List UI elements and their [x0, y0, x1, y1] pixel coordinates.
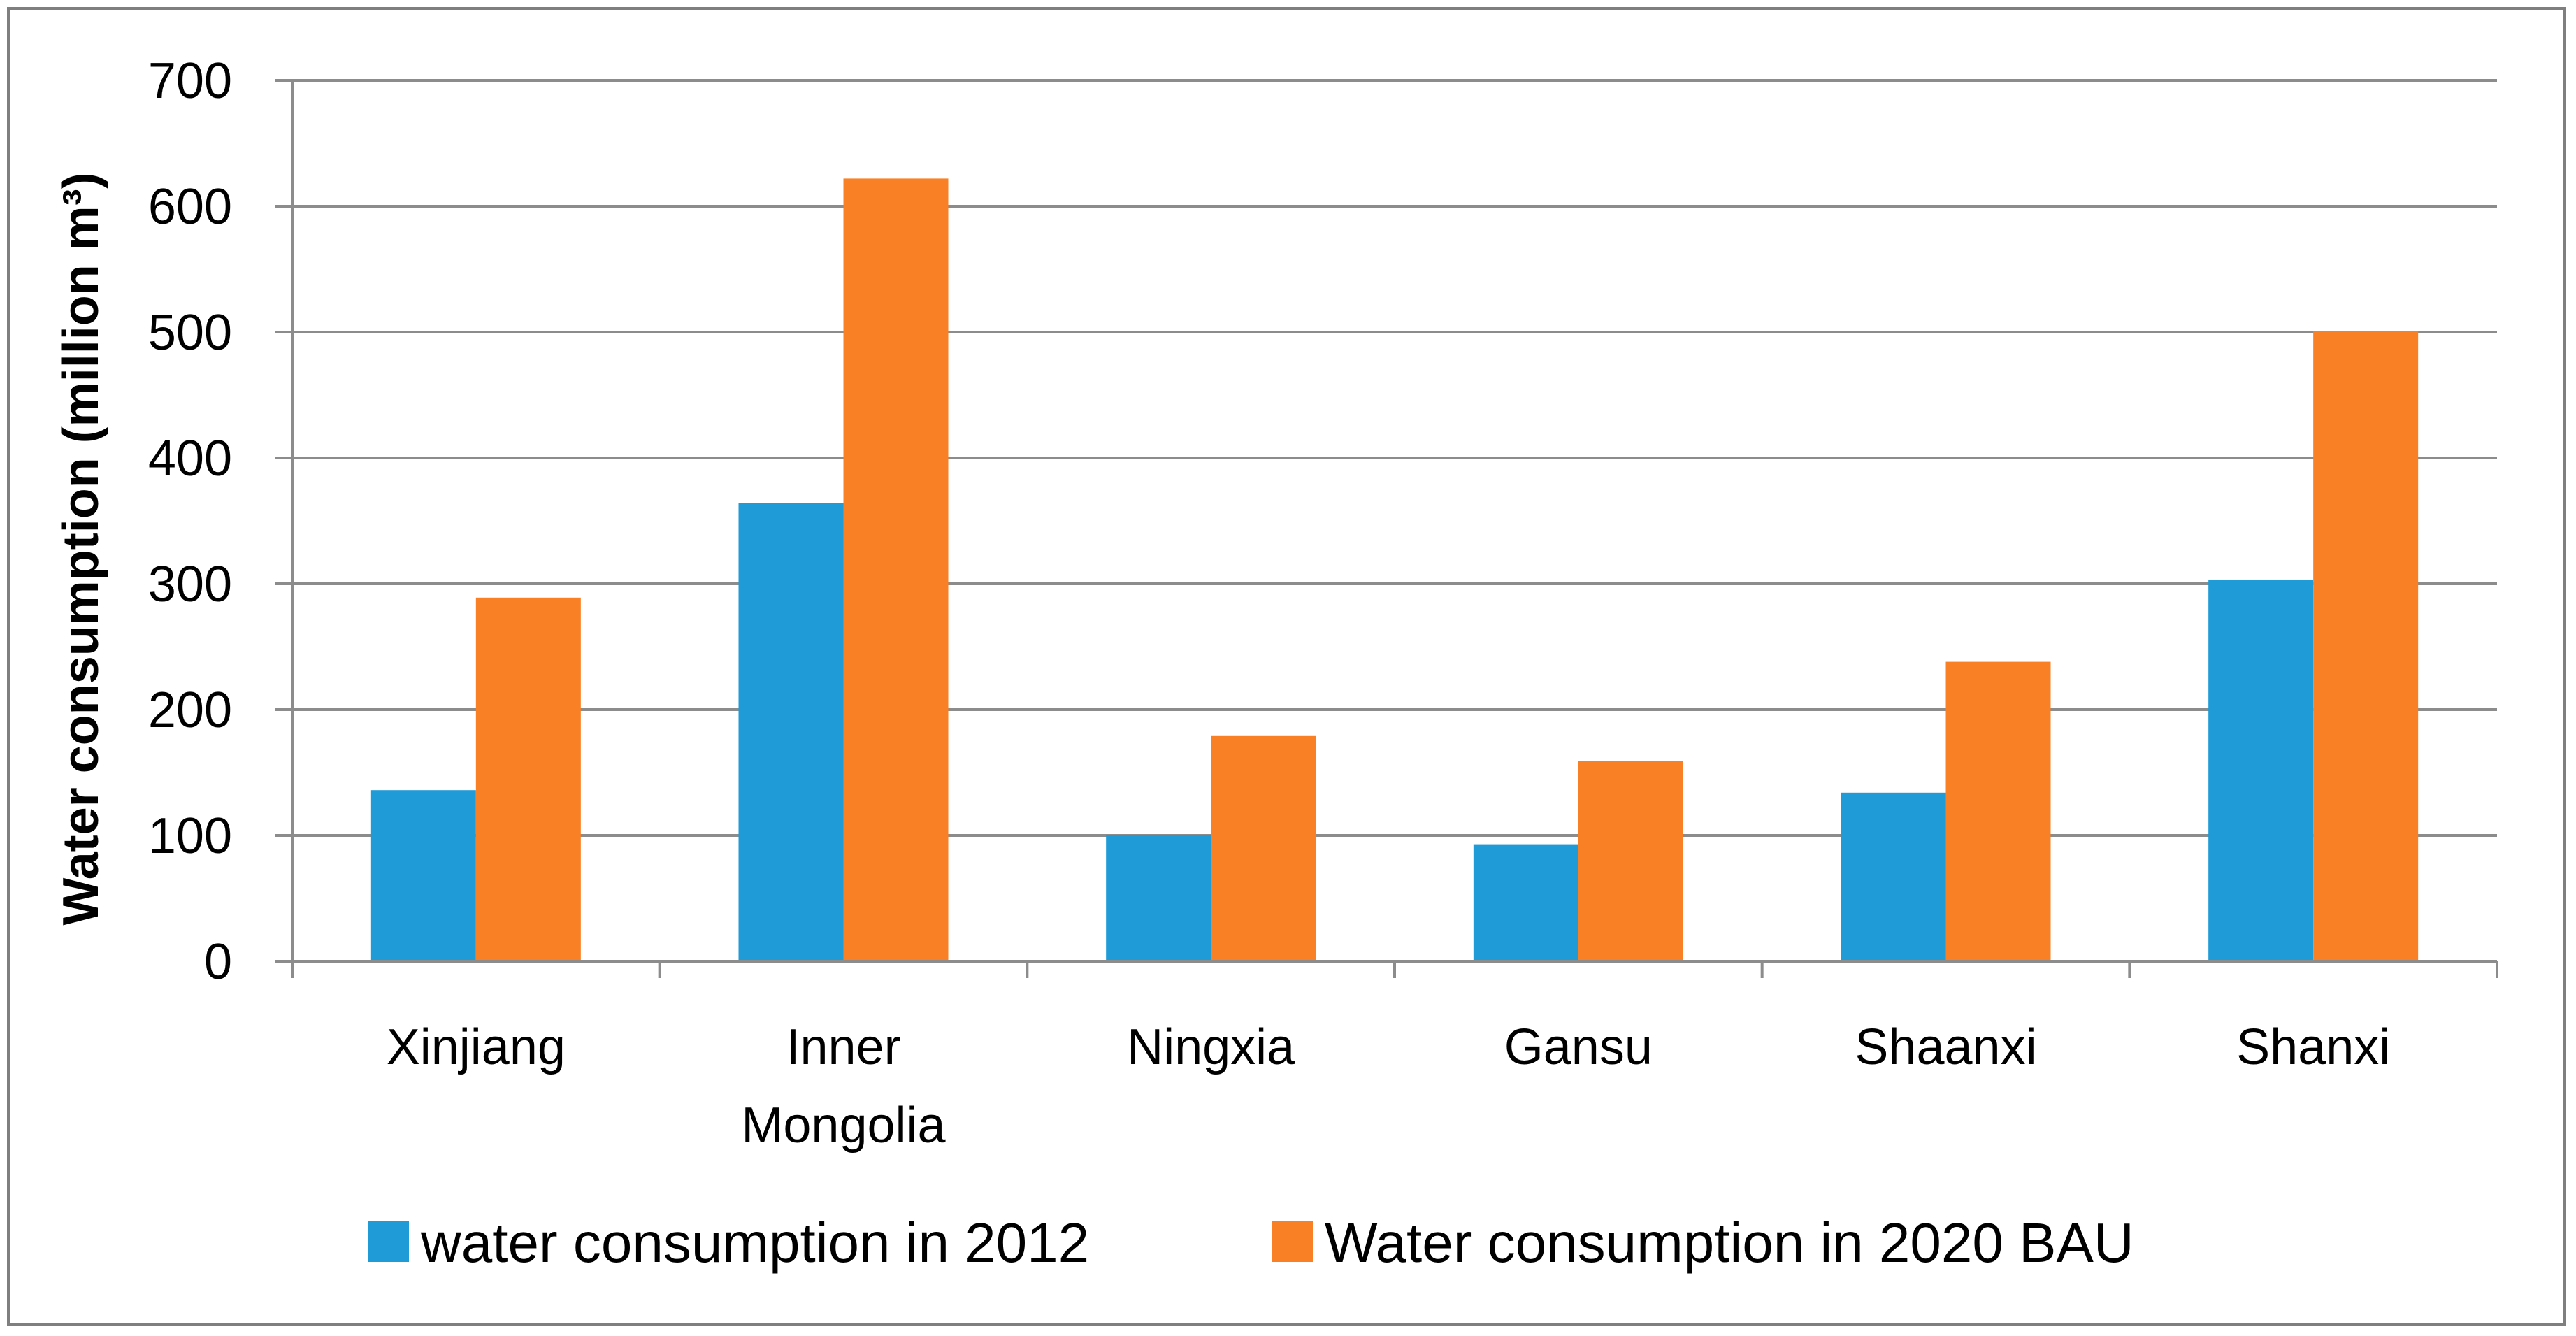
- y-tick-label: 700: [148, 53, 232, 109]
- x-category-labels: Xinjiang Inner Mongolia Ningxia Gansu Shaanxi…: [387, 1019, 2391, 1154]
- x-category-label: Mongolia: [741, 1098, 946, 1154]
- gridlines: [292, 79, 2497, 837]
- y-axis-title: Water consumption (million m³): [53, 172, 109, 925]
- y-tick-label: 600: [148, 179, 232, 235]
- y-tick-label: 500: [148, 305, 232, 361]
- bar-2020-bau: [843, 178, 949, 961]
- axes: [275, 79, 2498, 978]
- chart-frame: [7, 7, 2566, 1326]
- bar-2012: [1473, 844, 1578, 961]
- bar-2012: [1841, 792, 1946, 961]
- bar-2020-bau: [1211, 735, 1316, 961]
- legend-label: Water consumption in 2020 BAU: [1325, 1212, 2134, 1274]
- legend-swatch: [368, 1221, 409, 1262]
- bars: [370, 178, 2419, 961]
- bar-2020-bau: [1578, 761, 1683, 961]
- x-category-label: Inner: [786, 1019, 900, 1075]
- y-tick-label: 300: [148, 556, 232, 612]
- x-category-label: Shaanxi: [1855, 1019, 2036, 1075]
- bar-2012: [1106, 835, 1211, 961]
- bar-2020-bau: [1945, 661, 2051, 961]
- x-category-label: Shanxi: [2236, 1019, 2390, 1075]
- y-tick-label: 100: [148, 808, 232, 864]
- x-category-label: Gansu: [1504, 1019, 1653, 1075]
- bar-2020-bau: [475, 597, 581, 961]
- bar-2012: [2208, 580, 2314, 961]
- legend-swatch: [1272, 1221, 1313, 1262]
- x-category-label: Xinjiang: [387, 1019, 566, 1075]
- y-tick-label: 0: [204, 934, 232, 990]
- bar-2012: [738, 503, 844, 961]
- legend-label: water consumption in 2012: [420, 1212, 1089, 1274]
- y-tick-labels: 0 100 200 300 400 500 600 700: [148, 53, 232, 990]
- x-category-label: Ningxia: [1127, 1019, 1295, 1075]
- y-tick-label: 400: [148, 431, 232, 487]
- bar-2012: [370, 790, 476, 961]
- y-tick-label: 200: [148, 682, 232, 738]
- bar-2020-bau: [2313, 331, 2419, 961]
- legend: water consumption in 2012 Water consumpti…: [368, 1212, 2134, 1274]
